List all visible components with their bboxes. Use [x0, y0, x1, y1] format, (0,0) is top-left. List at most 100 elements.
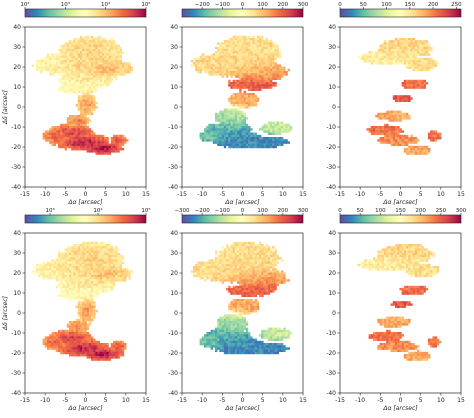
- x-tick-label: 5: [104, 397, 108, 404]
- colorbar-tick-label: −200: [195, 2, 211, 8]
- y-tick-label: -20: [168, 350, 178, 357]
- x-tick-label: -10: [355, 191, 365, 198]
- y-tick-label: -30: [326, 370, 336, 377]
- x-tick-label: 0: [241, 397, 245, 404]
- colorbar-tick-label: 50: [360, 2, 367, 8]
- colorbar-tick-label: 150: [405, 2, 416, 8]
- colorbar: [339, 214, 462, 224]
- y-tick-label: 20: [170, 270, 178, 277]
- colorbar-tick-label: 200: [428, 2, 439, 8]
- y-tick-label: 0: [17, 310, 21, 317]
- x-tick-label: 10: [122, 397, 130, 404]
- y-tick-label: 20: [170, 64, 178, 71]
- panel-row1-col3: 0 50 100 150 200 250-15 -10 -5 0 5 10 15403020100-1…: [326, 2, 465, 206]
- y-tick-label: 10: [13, 290, 21, 297]
- colorbar-tick-label: 300: [298, 2, 309, 8]
- x-tick-label: -5: [377, 191, 383, 198]
- y-tick-label: -10: [11, 330, 21, 337]
- x-tick-label: 0: [399, 397, 403, 404]
- x-tick-label: -5: [62, 191, 68, 198]
- y-tick-label: 40: [170, 24, 178, 31]
- colorbar: [339, 8, 462, 18]
- y-tick-label: 40: [13, 230, 21, 237]
- colorbar-tick-label: 0: [338, 208, 342, 214]
- x-tick-label: -10: [40, 397, 50, 404]
- x-tick-label: 0: [84, 397, 88, 404]
- y-tick-label: 10: [13, 84, 21, 91]
- y-tick-label: 0: [174, 104, 178, 111]
- colorbar: [181, 214, 304, 224]
- x-tick-label: 5: [104, 191, 108, 198]
- y-tick-label: -30: [11, 370, 21, 377]
- y-tick-label: 30: [170, 44, 178, 51]
- map-image: [31, 241, 133, 361]
- y-tick-label: -10: [168, 330, 178, 337]
- colorbar-tick-label: 100: [257, 2, 268, 8]
- y-tick-label: 40: [170, 230, 178, 237]
- y-tick-label: 10: [170, 290, 178, 297]
- x-axis-label: Δα [arcsec]: [382, 405, 418, 412]
- y-tick-label: -10: [168, 124, 178, 131]
- colorbar-tick-label: 250: [436, 208, 447, 214]
- colorbar-tick-label: 50: [357, 208, 364, 214]
- map-image: [357, 38, 442, 155]
- colorbar-tick-label: 150: [395, 208, 406, 214]
- y-tick-label: 40: [13, 24, 21, 31]
- colorbar-tick-label: 100: [375, 208, 386, 214]
- panel-row1-col2: −200 −100 0 100 200 300-15 -10 -5 0 5 10 1540302010…: [168, 2, 309, 206]
- panel-row2-col3: 0 50 100 150 200 250 300-15 -10 -5 0 5 10 1540302010…: [326, 208, 467, 412]
- colorbar-tick-label: −100: [215, 2, 231, 8]
- y-tick-label: -40: [11, 390, 21, 397]
- y-tick-label: 20: [328, 270, 336, 277]
- y-tick-label: -30: [168, 164, 178, 171]
- x-tick-label: -15: [335, 397, 345, 404]
- x-tick-label: 0: [399, 191, 403, 198]
- x-tick-label: -10: [197, 191, 207, 198]
- x-tick-label: -15: [20, 191, 30, 198]
- map-image: [190, 35, 293, 149]
- colorbar-tick-label: 0: [241, 2, 245, 8]
- x-tick-label: 5: [419, 397, 423, 404]
- colorbar-tick-label: 10⁴: [93, 207, 103, 214]
- x-tick-label: 5: [261, 191, 265, 198]
- colorbar-tick-label: 10²: [20, 1, 29, 8]
- y-tick-label: -40: [168, 390, 178, 397]
- colorbar-tick-label: 10³: [45, 207, 54, 214]
- y-tick-label: 10: [328, 84, 336, 91]
- y-tick-label: -20: [11, 350, 21, 357]
- y-axis-label: Δδ [arcsec]: [2, 295, 9, 331]
- y-tick-label: 20: [13, 270, 21, 277]
- y-tick-label: 30: [328, 44, 336, 51]
- y-tick-label: 0: [332, 310, 336, 317]
- colorbar: [181, 8, 304, 18]
- x-tick-label: 0: [84, 191, 88, 198]
- x-tick-label: -5: [62, 397, 68, 404]
- colorbar-tick-label: 300: [456, 208, 467, 214]
- colorbar-tick-label: −100: [215, 208, 231, 214]
- y-tick-label: -40: [326, 184, 336, 191]
- colorbar-tick-label: 10⁵: [141, 207, 150, 214]
- x-tick-label: -15: [177, 191, 187, 198]
- x-tick-label: 15: [299, 397, 307, 404]
- y-tick-label: -10: [326, 330, 336, 337]
- y-tick-label: -20: [168, 144, 178, 151]
- y-tick-label: 0: [332, 104, 336, 111]
- x-tick-label: 10: [437, 191, 445, 198]
- colorbar-tick-label: −300: [174, 208, 190, 214]
- x-tick-label: -10: [40, 191, 50, 198]
- panel-row1-col1: 10² 10³ 10⁴ 10⁵ -15 -10 -5 0 5 10 15 40 30 20 10 0 -10 -2…: [2, 1, 151, 206]
- x-tick-label: -15: [177, 397, 187, 404]
- x-tick-label: -5: [377, 397, 383, 404]
- x-tick-label: 15: [457, 397, 465, 404]
- x-tick-label: 10: [122, 191, 130, 198]
- x-tick-label: 15: [142, 191, 150, 198]
- y-tick-label: -10: [326, 124, 336, 131]
- y-tick-label: 30: [13, 250, 21, 257]
- map-image: [190, 241, 293, 355]
- colorbar: [24, 214, 147, 224]
- map-image: [357, 244, 442, 361]
- y-tick-label: 40: [328, 230, 336, 237]
- y-tick-label: -30: [326, 164, 336, 171]
- x-tick-label: 5: [261, 397, 265, 404]
- y-tick-label: -10: [11, 124, 21, 131]
